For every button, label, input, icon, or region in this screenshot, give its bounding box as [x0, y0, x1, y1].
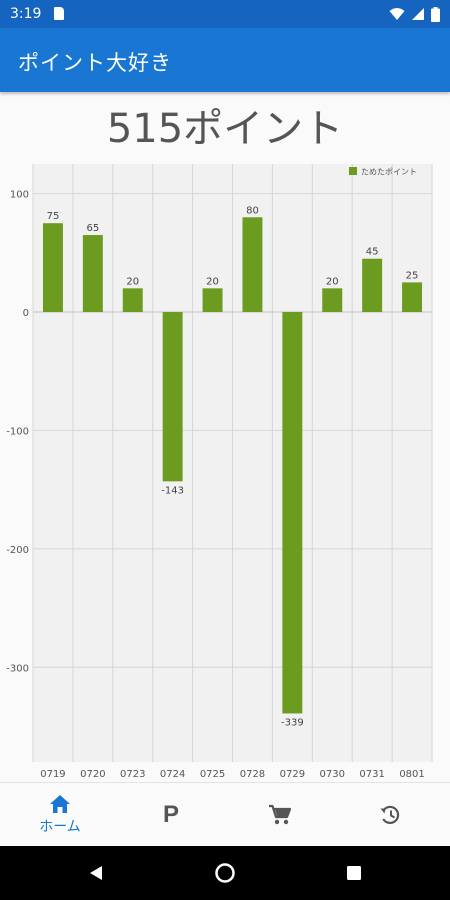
data-label: 20	[206, 276, 219, 287]
data-label: 75	[47, 211, 60, 222]
legend-swatch	[349, 167, 357, 175]
data-label: 20	[126, 276, 139, 287]
chart-bar	[202, 288, 223, 313]
chart-bar	[242, 217, 263, 313]
cart-icon	[269, 804, 292, 825]
nav-cart[interactable]	[224, 783, 336, 847]
signal-icon	[412, 8, 424, 20]
points-total: 515ポイント	[106, 106, 344, 152]
history-icon	[380, 805, 400, 824]
recents-icon	[347, 866, 361, 880]
nav-history[interactable]	[334, 783, 446, 847]
back-icon	[90, 866, 102, 880]
x-tick-label: 0801	[399, 769, 424, 780]
y-tick-label: 0	[23, 308, 29, 319]
nav-home[interactable]: ホーム	[4, 783, 116, 847]
y-tick-label: -100	[6, 426, 29, 437]
app-title: ポイント大好き	[18, 51, 172, 75]
chart-bar	[82, 235, 103, 313]
nav-points[interactable]: P	[115, 783, 227, 847]
x-tick-label: 0724	[160, 769, 185, 780]
data-label: 45	[366, 247, 379, 258]
data-label: 65	[86, 223, 99, 234]
sim-card-icon	[54, 7, 64, 20]
data-label: 80	[246, 205, 259, 216]
status-icons	[389, 5, 440, 23]
status-bar: 3:19	[0, 0, 450, 28]
home-icon	[50, 795, 70, 813]
app-bar: ポイント大好き	[0, 28, 450, 92]
x-tick-label: 0723	[120, 769, 145, 780]
y-tick-label: -300	[6, 663, 29, 674]
data-label: -339	[281, 717, 304, 728]
y-tick-label: -200	[6, 545, 29, 556]
chart-bar	[122, 288, 143, 313]
system-home-button[interactable]	[195, 846, 255, 900]
bar-chart: 100 0 -100 -200 -300 75 0719 65 0720 20 0723 -143 07…	[6, 164, 433, 780]
points-icon: P	[162, 801, 179, 828]
x-tick-label: 0729	[280, 769, 305, 780]
data-label: 20	[326, 276, 339, 287]
system-nav	[0, 846, 450, 900]
chart-bar	[362, 258, 383, 313]
nav-home-label: ホーム	[39, 819, 81, 835]
x-tick-label: 0728	[240, 769, 265, 780]
legend-label: ためたポイント	[361, 168, 417, 177]
bottom-nav: ホーム P	[0, 782, 450, 846]
x-tick-label: 0719	[40, 769, 65, 780]
y-tick-label: 100	[10, 190, 29, 201]
wifi-icon	[389, 8, 405, 20]
chart-bar	[282, 312, 303, 714]
x-tick-label: 0730	[320, 769, 345, 780]
chart-bar	[42, 223, 63, 313]
x-tick-label: 0725	[200, 769, 225, 780]
points-chart: 100 0 -100 -200 -300 75 0719 65 0720 20 0723 -143 07…	[0, 158, 450, 790]
system-back-button[interactable]	[66, 846, 126, 900]
home-circle-icon	[215, 863, 235, 883]
battery-icon	[431, 6, 440, 22]
chart-bar	[402, 282, 423, 313]
status-time: 3:19	[10, 6, 42, 22]
chart-bar	[322, 288, 343, 313]
data-label: 25	[406, 270, 419, 281]
x-tick-label: 0720	[80, 769, 105, 780]
system-recents-button[interactable]	[324, 846, 384, 900]
x-tick-label: 0731	[359, 769, 384, 780]
chart-bar	[162, 312, 183, 482]
data-label: -143	[161, 485, 184, 496]
